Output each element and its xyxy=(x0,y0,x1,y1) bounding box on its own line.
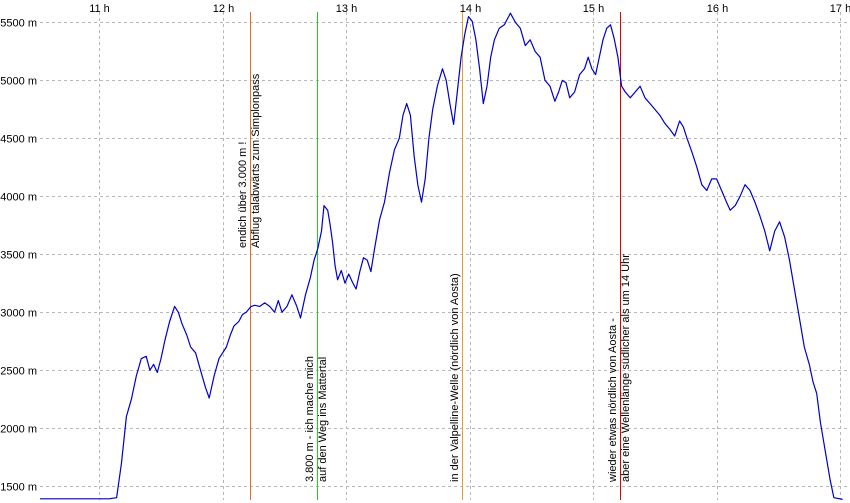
marker-annotation: in der Valpelline-Welle (nördlich von Ao… xyxy=(449,273,461,482)
y-tick-label: 1500 m xyxy=(0,482,37,494)
marker-annotation: wieder etwas nördlich von Aosta - xyxy=(607,318,619,483)
x-tick-label: 16 h xyxy=(707,3,728,15)
axis-labels: 1500 m 2000 m 2500 m 3000 m 3500 m 4000 m 4500… xyxy=(0,3,850,494)
grid-lines xyxy=(40,12,850,500)
x-tick-label: 11 h xyxy=(89,3,110,15)
marker-annotation: auf den Weg ins Mattertal xyxy=(317,357,329,482)
y-tick-label: 5500 m xyxy=(0,18,37,30)
x-tick-label: 15 h xyxy=(583,3,604,15)
x-tick-label: 13 h xyxy=(336,3,357,15)
y-tick-label: 5000 m xyxy=(0,76,37,88)
marker-annotation: Abflug talabwärts zum Simplonpass xyxy=(250,73,262,248)
y-tick-label: 4000 m xyxy=(0,192,37,204)
x-tick-label: 12 h xyxy=(213,3,234,15)
y-tick-label: 3500 m xyxy=(0,250,37,262)
series-layer xyxy=(40,12,843,500)
x-tick-label: 14 h xyxy=(460,3,481,15)
time-markers xyxy=(250,12,621,500)
altitude-series-line xyxy=(40,12,843,500)
marker-annotation: endich über 3.000 m ! xyxy=(237,142,249,248)
y-tick-label: 2000 m xyxy=(0,424,37,436)
y-tick-label: 3000 m xyxy=(0,308,37,320)
x-tick-label: 17 h xyxy=(830,3,850,15)
marker-annotation: aber eine Wellenlänge südlicher als um 1… xyxy=(620,254,632,482)
y-tick-label: 2500 m xyxy=(0,366,37,378)
y-tick-label: 4500 m xyxy=(0,134,37,146)
marker-annotation: 3.800 m - ich mache mich xyxy=(304,356,316,482)
